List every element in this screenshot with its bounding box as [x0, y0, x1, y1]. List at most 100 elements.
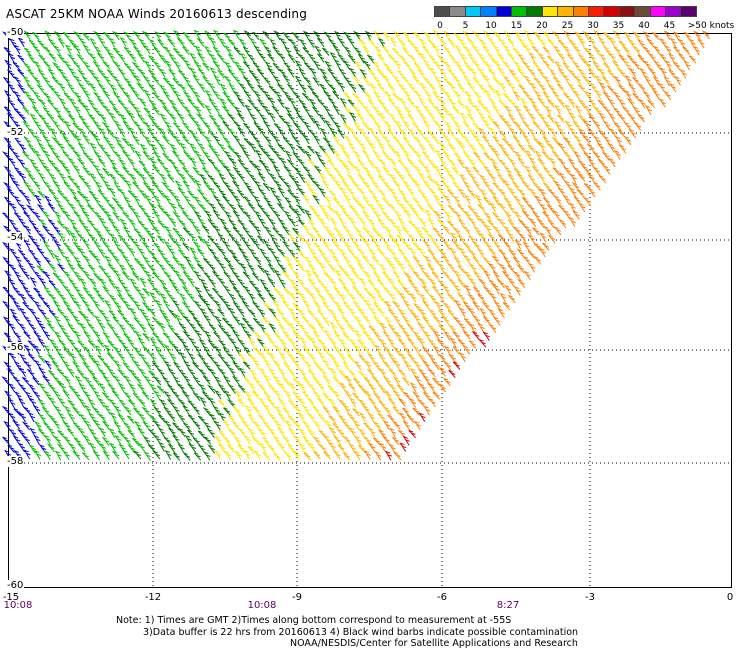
wind-barb [113, 181, 121, 192]
wind-barb [164, 449, 172, 460]
wind-barb [222, 360, 231, 370]
wind-barb [162, 300, 170, 311]
wind-barb [498, 38, 506, 48]
wind-barb [112, 316, 120, 325]
wind-barb [6, 69, 15, 79]
wind-barb [86, 292, 96, 303]
wind-barb [7, 83, 15, 94]
wind-barb [453, 136, 462, 147]
wind-barb [362, 122, 370, 131]
wind-barb [122, 449, 130, 460]
wind-barb [288, 233, 296, 244]
wind-barb [318, 352, 326, 362]
wind-barb [81, 121, 90, 131]
wind-barb [92, 30, 102, 40]
wind-barb [597, 68, 606, 78]
wind-barb [188, 39, 196, 48]
wind-barb [352, 209, 361, 220]
wind-barb [173, 90, 181, 101]
wind-barb [567, 53, 575, 63]
wind-barb [192, 241, 201, 251]
wind-barb [427, 98, 436, 109]
wind-barb [547, 218, 555, 229]
wind-barb [459, 173, 467, 184]
wind-barb [421, 226, 430, 236]
wind-barb [62, 285, 71, 295]
wind-barb [256, 68, 265, 78]
wind-barb [44, 30, 52, 41]
wind-barb [89, 142, 97, 153]
wind-barb [382, 330, 391, 341]
wind-barb [406, 338, 415, 348]
wind-barb [122, 211, 130, 221]
wind-barb [286, 158, 295, 169]
wind-barb [3, 181, 12, 192]
wind-barb [263, 46, 272, 56]
wind-barb [13, 166, 22, 177]
wind-barb [122, 361, 131, 372]
wind-barb [563, 180, 572, 190]
wind-barb [196, 37, 205, 48]
wind-barb [97, 233, 105, 243]
wind-barb [128, 127, 136, 137]
wind-barb [217, 324, 226, 334]
wind-barb [347, 160, 355, 169]
wind-barb [447, 294, 456, 303]
wind-barb [102, 375, 111, 386]
footnotes: Note: 1) Times are GMT 2)Times along bot… [116, 615, 578, 650]
wind-barb [203, 240, 211, 251]
wind-barb [219, 218, 227, 228]
wind-barb [3, 361, 12, 371]
wind-barb [53, 286, 62, 297]
time-label-center: 10:08 [247, 600, 277, 611]
wind-barb [23, 344, 31, 355]
wind-barb [633, 121, 642, 131]
wind-barb [122, 31, 131, 41]
wind-barb [279, 338, 287, 349]
wind-barb [292, 302, 300, 312]
note-line-3: NOAA/NESDIS/Center for Satellite Applica… [290, 638, 578, 649]
wind-barb [172, 211, 181, 221]
legend-tick-label: 30 [587, 21, 599, 31]
wind-barb [111, 255, 120, 265]
wind-barb [456, 128, 465, 139]
wind-barb [214, 435, 222, 446]
wind-barb [93, 227, 102, 237]
wind-barb [539, 232, 547, 242]
wind-barb [419, 82, 427, 92]
wind-barb [522, 61, 531, 71]
wind-barb [116, 293, 125, 304]
wind-barb [252, 31, 260, 41]
wind-barb [23, 315, 32, 326]
wind-barb [398, 412, 406, 422]
wind-barb [572, 45, 581, 55]
wind-barb [117, 53, 126, 63]
wind-barb [463, 105, 472, 115]
wind-barb [87, 308, 95, 317]
wind-barb [414, 90, 422, 100]
wind-barb [309, 248, 317, 259]
wind-barb [106, 128, 115, 138]
wind-barb [67, 428, 75, 437]
wind-barb [623, 89, 632, 100]
wind-barb [352, 286, 361, 296]
wind-barb [88, 412, 96, 423]
wind-barb [321, 180, 330, 190]
wind-barb [413, 314, 421, 325]
wind-barb [13, 361, 22, 371]
wind-barb [167, 443, 176, 454]
wind-barb [348, 83, 357, 93]
wind-barb [142, 288, 150, 297]
wind-barb [247, 428, 256, 439]
wind-barb [394, 120, 402, 131]
wind-barb [297, 234, 305, 243]
wind-barb [181, 301, 191, 311]
wind-barb [562, 209, 571, 220]
wind-barb [188, 337, 197, 348]
wind-barb [587, 187, 596, 198]
wind-barb [433, 105, 441, 115]
wind-barb [78, 37, 86, 47]
wind-barb [278, 68, 287, 77]
wind-barb [3, 136, 12, 147]
wind-barb [408, 54, 417, 63]
